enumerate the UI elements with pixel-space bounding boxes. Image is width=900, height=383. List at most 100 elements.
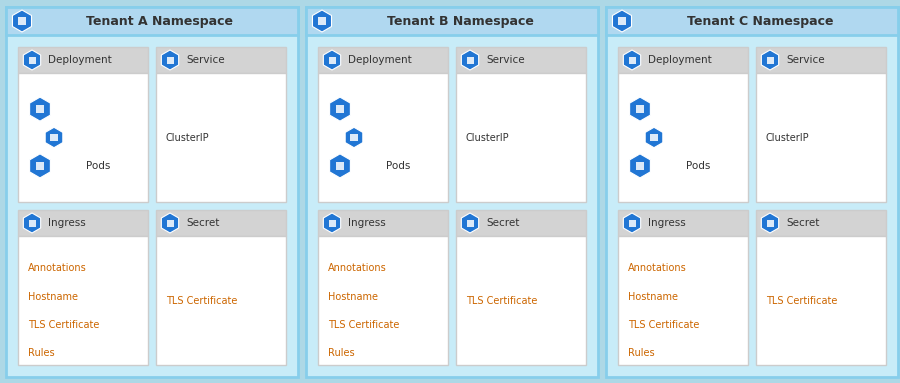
FancyBboxPatch shape — [618, 210, 748, 236]
FancyBboxPatch shape — [635, 105, 644, 113]
FancyBboxPatch shape — [756, 236, 886, 365]
FancyBboxPatch shape — [618, 17, 626, 25]
FancyBboxPatch shape — [50, 134, 58, 141]
FancyBboxPatch shape — [166, 57, 174, 64]
Text: Deployment: Deployment — [348, 55, 412, 65]
Text: TLS Certificate: TLS Certificate — [766, 296, 837, 306]
Text: Secret: Secret — [486, 218, 519, 228]
Text: TLS Certificate: TLS Certificate — [328, 320, 400, 330]
Text: TLS Certificate: TLS Certificate — [166, 296, 238, 306]
Text: Annotations: Annotations — [28, 263, 86, 273]
FancyBboxPatch shape — [618, 47, 748, 73]
Polygon shape — [613, 10, 632, 32]
FancyBboxPatch shape — [18, 17, 26, 25]
FancyBboxPatch shape — [350, 134, 357, 141]
Text: TLS Certificate: TLS Certificate — [628, 320, 699, 330]
Polygon shape — [323, 213, 341, 233]
Polygon shape — [30, 154, 50, 178]
Text: Ingress: Ingress — [348, 218, 386, 228]
Polygon shape — [45, 127, 63, 148]
Text: Pods: Pods — [386, 161, 410, 171]
Polygon shape — [329, 97, 350, 121]
Text: Tenant B Namespace: Tenant B Namespace — [387, 15, 534, 28]
Text: Service: Service — [486, 55, 525, 65]
FancyBboxPatch shape — [628, 57, 635, 64]
FancyBboxPatch shape — [456, 73, 586, 202]
FancyBboxPatch shape — [156, 73, 286, 202]
Text: Service: Service — [186, 55, 225, 65]
FancyBboxPatch shape — [651, 134, 658, 141]
FancyBboxPatch shape — [767, 57, 773, 64]
Polygon shape — [312, 10, 331, 32]
FancyBboxPatch shape — [456, 210, 586, 236]
Polygon shape — [23, 213, 40, 233]
Polygon shape — [624, 50, 641, 70]
Text: Rules: Rules — [328, 349, 355, 358]
FancyBboxPatch shape — [18, 236, 148, 365]
FancyBboxPatch shape — [18, 73, 148, 202]
Text: Hostname: Hostname — [628, 291, 678, 302]
Text: Rules: Rules — [28, 349, 55, 358]
FancyBboxPatch shape — [756, 47, 886, 73]
FancyBboxPatch shape — [756, 73, 886, 202]
Text: Pods: Pods — [86, 161, 111, 171]
FancyBboxPatch shape — [156, 47, 286, 73]
FancyBboxPatch shape — [318, 73, 448, 202]
FancyBboxPatch shape — [618, 73, 748, 202]
Polygon shape — [761, 50, 778, 70]
FancyBboxPatch shape — [306, 7, 598, 35]
FancyBboxPatch shape — [36, 162, 44, 170]
Text: Hostname: Hostname — [28, 291, 78, 302]
Polygon shape — [761, 213, 778, 233]
Text: Ingress: Ingress — [648, 218, 686, 228]
Text: Secret: Secret — [186, 218, 220, 228]
Text: Pods: Pods — [687, 161, 711, 171]
FancyBboxPatch shape — [456, 47, 586, 73]
FancyBboxPatch shape — [767, 219, 773, 226]
FancyBboxPatch shape — [306, 7, 598, 377]
Polygon shape — [645, 127, 662, 148]
FancyBboxPatch shape — [328, 57, 336, 64]
Polygon shape — [161, 50, 179, 70]
FancyBboxPatch shape — [456, 236, 586, 365]
FancyBboxPatch shape — [318, 210, 448, 236]
FancyBboxPatch shape — [319, 17, 326, 25]
FancyBboxPatch shape — [756, 210, 886, 236]
FancyBboxPatch shape — [18, 47, 148, 73]
FancyBboxPatch shape — [628, 219, 635, 226]
Polygon shape — [462, 50, 479, 70]
Polygon shape — [462, 213, 479, 233]
Polygon shape — [346, 127, 363, 148]
Polygon shape — [624, 213, 641, 233]
FancyBboxPatch shape — [466, 219, 473, 226]
FancyBboxPatch shape — [18, 210, 148, 236]
Text: TLS Certificate: TLS Certificate — [28, 320, 99, 330]
Text: TLS Certificate: TLS Certificate — [466, 296, 537, 306]
FancyBboxPatch shape — [6, 7, 298, 377]
FancyBboxPatch shape — [29, 219, 35, 226]
Polygon shape — [23, 50, 40, 70]
FancyBboxPatch shape — [336, 162, 344, 170]
Text: Hostname: Hostname — [328, 291, 378, 302]
Text: Deployment: Deployment — [648, 55, 712, 65]
FancyBboxPatch shape — [336, 105, 344, 113]
Polygon shape — [630, 154, 651, 178]
Polygon shape — [323, 50, 341, 70]
FancyBboxPatch shape — [635, 162, 644, 170]
Text: ClusterIP: ClusterIP — [766, 133, 810, 142]
Polygon shape — [30, 97, 50, 121]
FancyBboxPatch shape — [166, 219, 174, 226]
FancyBboxPatch shape — [318, 47, 448, 73]
FancyBboxPatch shape — [156, 210, 286, 236]
FancyBboxPatch shape — [606, 7, 898, 35]
FancyBboxPatch shape — [466, 57, 473, 64]
Polygon shape — [329, 154, 350, 178]
Text: Ingress: Ingress — [48, 218, 86, 228]
FancyBboxPatch shape — [6, 7, 298, 35]
Text: ClusterIP: ClusterIP — [166, 133, 210, 142]
Text: Tenant C Namespace: Tenant C Namespace — [687, 15, 833, 28]
FancyBboxPatch shape — [618, 236, 748, 365]
Text: Service: Service — [786, 55, 824, 65]
Text: Tenant A Namespace: Tenant A Namespace — [86, 15, 233, 28]
Polygon shape — [13, 10, 32, 32]
